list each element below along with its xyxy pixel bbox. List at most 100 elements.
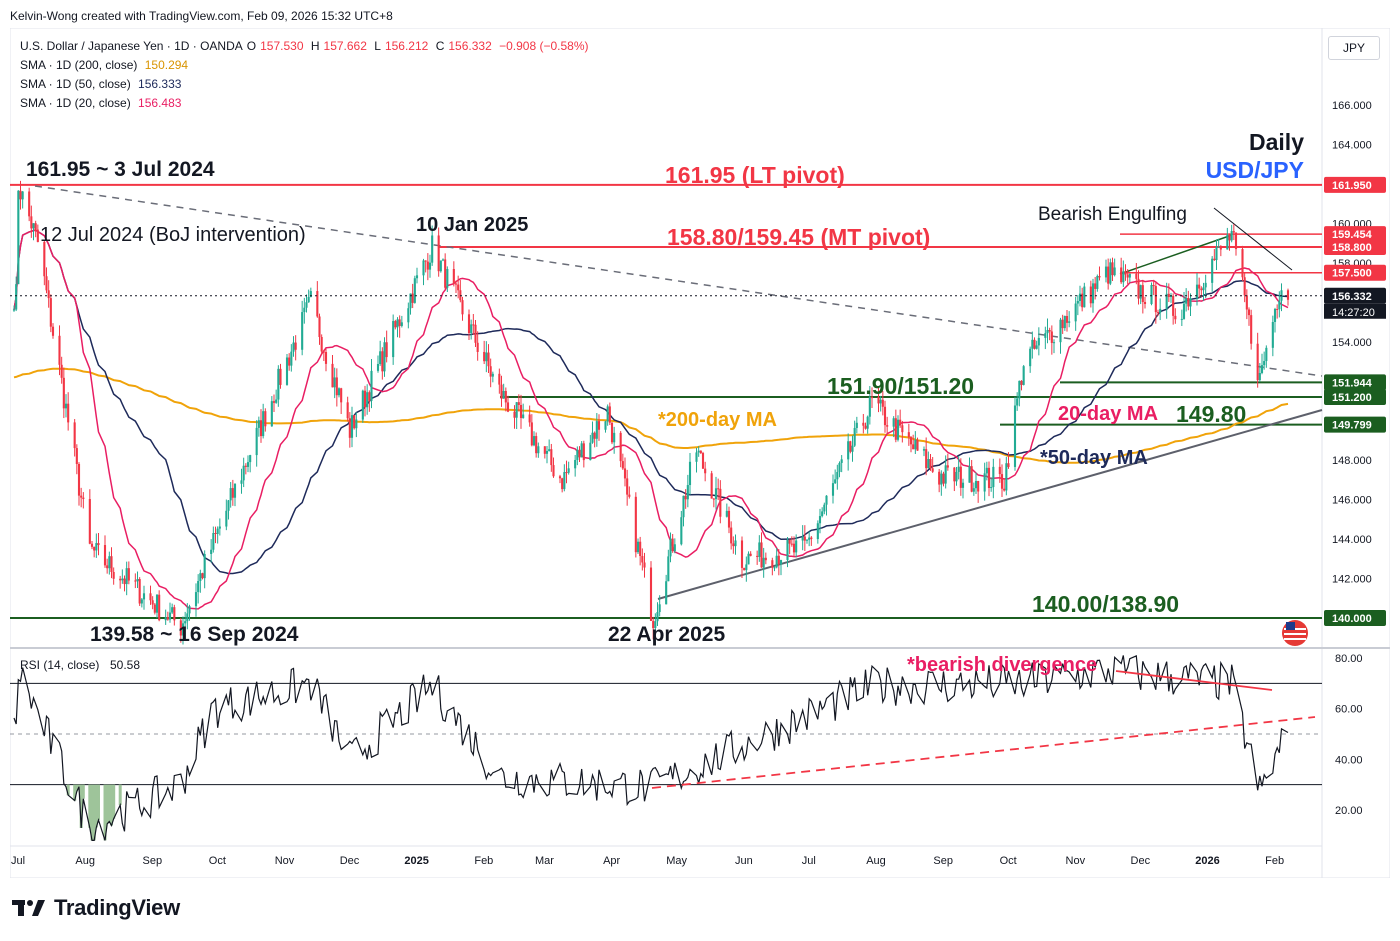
annotation-ma50: *50-day MA: [1040, 447, 1148, 469]
candle-body: [1137, 278, 1140, 299]
candle-body: [1059, 319, 1062, 343]
candle-body: [699, 450, 702, 454]
candle-body: [112, 571, 115, 579]
candle-body: [1234, 232, 1238, 250]
candle-body: [1180, 318, 1183, 320]
price-badge: 158.800: [1324, 239, 1386, 256]
time-tick-label: Nov: [1066, 855, 1086, 867]
candle-body: [719, 488, 722, 517]
candle-body: [879, 399, 882, 404]
candle-body: [1029, 348, 1032, 367]
candle-body: [658, 604, 661, 613]
candle-body: [636, 541, 640, 553]
candle-body: [422, 260, 425, 276]
candle-body: [849, 441, 852, 452]
candle-body: [1048, 330, 1051, 332]
chart-canvas[interactable]: 161.95 ~ 3 Jul 2024 12 Jul 2024 (BoJ int…: [10, 28, 1390, 878]
candle-body: [431, 235, 434, 263]
price-badge-bg: [1324, 176, 1386, 193]
candle-body: [379, 351, 382, 365]
candle-body: [457, 284, 460, 291]
price-badge: 149.799: [1324, 416, 1386, 433]
candle-body: [558, 476, 562, 479]
candle-body: [43, 241, 46, 277]
candle-body: [665, 581, 668, 605]
candle-body: [1052, 342, 1056, 344]
candle-body: [77, 463, 81, 496]
candle-body: [500, 384, 503, 399]
legend-sma50-label: SMA · 1D (50, close): [20, 77, 131, 91]
candle-body: [307, 297, 310, 303]
tradingview-footer[interactable]: TradingView: [12, 895, 180, 921]
time-tick-label: 2026: [1195, 855, 1219, 867]
candle-body: [1081, 293, 1084, 308]
candle-body: [502, 390, 505, 399]
candle-body: [15, 284, 18, 310]
price-badge-label: 161.950: [1332, 180, 1372, 192]
candle-body: [855, 422, 858, 428]
candle-body: [1256, 343, 1259, 381]
sma50-line: [13, 229, 1289, 575]
candle-body: [714, 488, 718, 500]
candle-body: [303, 307, 306, 313]
rsi-axis[interactable]: 80.00 60.00 40.00 20.00: [1335, 653, 1363, 817]
candle-body: [717, 488, 720, 490]
candle-body: [1189, 298, 1192, 307]
candle-body: [810, 537, 813, 540]
candle-body: [1198, 284, 1201, 289]
candle-body: [1260, 365, 1264, 373]
annotation-support-149: 149.80: [1176, 401, 1246, 427]
candle-body: [125, 568, 128, 585]
candle-body: [732, 543, 735, 547]
candle-body: [452, 269, 455, 284]
price-pane[interactable]: 161.95 ~ 3 Jul 2024 12 Jul 2024 (BoJ int…: [10, 129, 1323, 646]
candle-body: [543, 446, 546, 454]
candle-body: [710, 473, 713, 499]
candle-body: [567, 468, 570, 473]
currency-selector[interactable]: JPY: [1328, 36, 1380, 60]
candle-body: [444, 259, 447, 288]
candle-body: [277, 368, 280, 400]
candle-body: [669, 538, 672, 557]
candle-body: [82, 497, 85, 500]
candle-body: [1167, 293, 1170, 298]
candle-body: [305, 302, 308, 308]
candle-body: [1126, 274, 1129, 278]
candle-body: [32, 223, 35, 229]
price-badge-bg: [1324, 287, 1386, 304]
candle-body: [912, 444, 915, 450]
candle-body: [316, 291, 319, 317]
candle-body: [288, 357, 291, 366]
candle-body: [381, 351, 384, 372]
candle-body: [1074, 303, 1077, 322]
time-axis[interactable]: Jul Aug Sep Oct Nov Dec 2025 Feb Mar Apr May Jun Jul…: [11, 855, 1284, 867]
ascending-trendline: [657, 409, 1323, 600]
candle-body: [1182, 303, 1186, 319]
candle-body: [168, 612, 172, 620]
candle-body: [998, 466, 1001, 475]
rsi-pane[interactable]: *bearish divergence RSI (14, close) 50.5…: [10, 654, 1322, 841]
candle-body: [246, 462, 250, 467]
candle-body: [552, 465, 555, 477]
candle-body: [173, 607, 176, 621]
candle-body: [498, 373, 501, 385]
candle-body: [1271, 322, 1274, 348]
price-badge-bg: [1324, 264, 1386, 281]
candle-body: [652, 620, 655, 629]
candle-body: [188, 606, 191, 614]
candle-body: [361, 390, 364, 420]
candle-body: [684, 495, 687, 500]
candle-body: [426, 261, 429, 270]
candle-body: [977, 481, 980, 492]
candle-body: [166, 617, 169, 620]
candle-body: [348, 418, 351, 438]
candle-body: [262, 411, 265, 437]
rsi-line: [13, 655, 1289, 841]
candle-body: [777, 555, 780, 565]
price-badge-label: 158.800: [1332, 242, 1372, 254]
legend-sma20-row: SMA · 1D (20, close) 156.483: [20, 96, 185, 110]
candle-body: [1215, 247, 1218, 261]
candle-body: [292, 342, 295, 352]
candle-body: [896, 419, 900, 440]
candle-body: [1083, 286, 1086, 308]
